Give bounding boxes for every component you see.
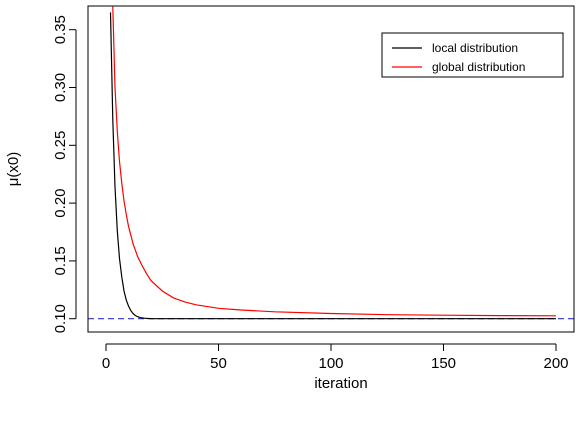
x-tick-label: 50 [210,355,227,372]
series-line-global [112,6,557,317]
plot-frame [87,5,575,333]
y-tick-label: 0.15 [52,246,69,275]
x-tick-label: 200 [543,355,568,372]
legend: local distribution global distribution [381,32,564,78]
x-axis-title: iteration [314,375,367,392]
series-line-local [109,12,556,320]
y-tick-label: 0.20 [52,188,69,217]
x-tick-label: 0 [102,355,110,372]
y-tick-label: 0.10 [52,304,69,333]
y-axis: 0.10 0.15 0.20 0.25 0.30 0.35 [52,15,77,333]
x-tick-label: 100 [318,355,343,372]
x-axis: 0 50 100 150 200 [102,343,569,372]
legend-label-global: global distribution [432,60,525,74]
y-tick-label: 0.35 [52,15,69,44]
y-axis-title: μ(x0) [5,152,22,186]
x-tick-label: 150 [431,355,456,372]
legend-box [381,32,564,78]
y-tick-label: 0.30 [52,73,69,102]
y-tick-label: 0.25 [52,131,69,160]
series-group [109,6,557,320]
legend-label-local: local distribution [432,41,518,55]
